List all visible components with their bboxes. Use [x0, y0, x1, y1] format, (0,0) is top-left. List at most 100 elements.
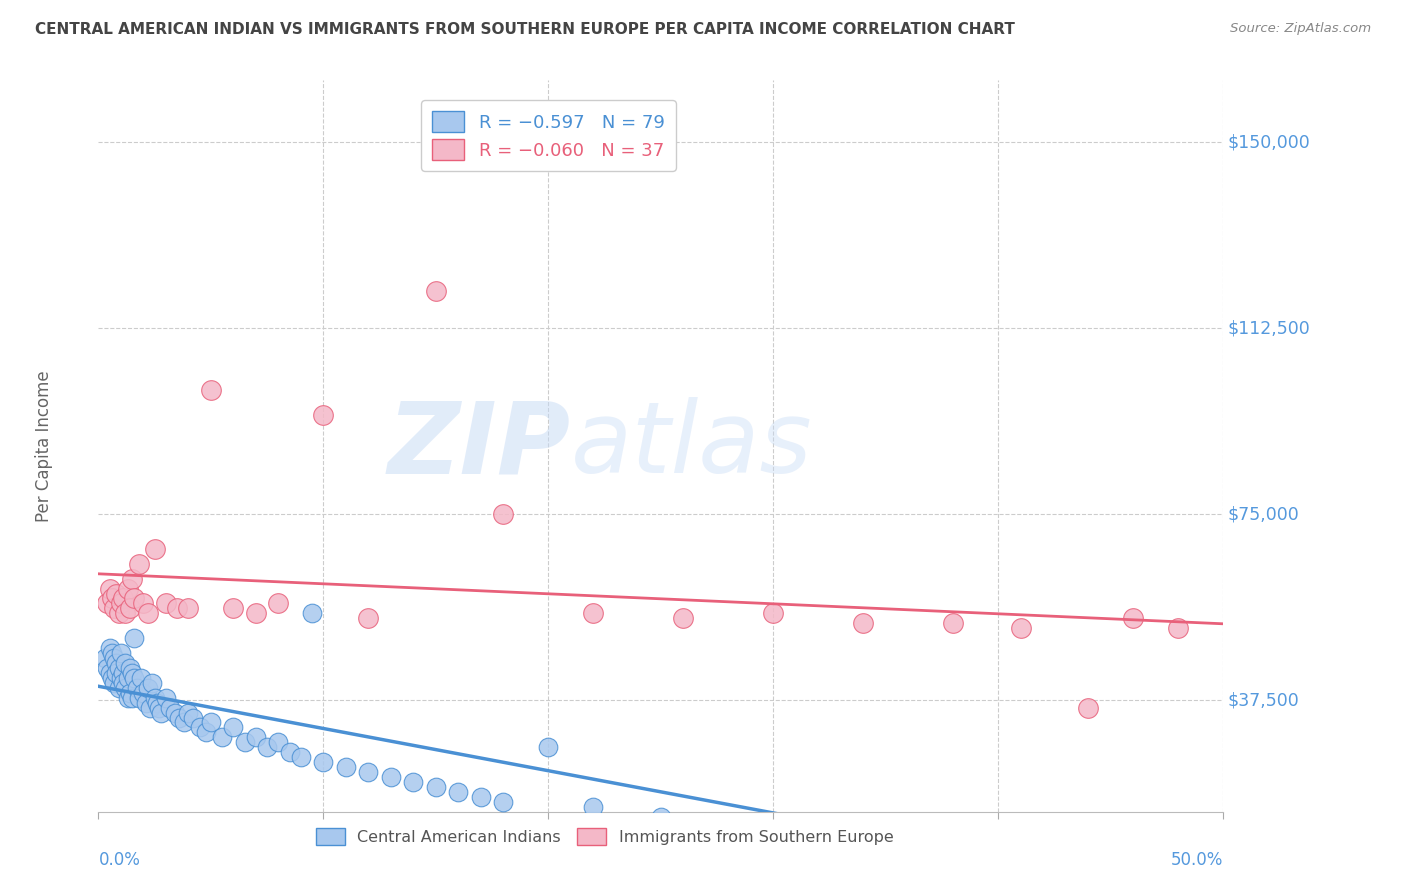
Point [582, 799, 605, 814]
Point [112, 665, 135, 680]
Text: $75,000: $75,000 [1227, 505, 1299, 524]
Point [1122, 842, 1144, 856]
Point [278, 745, 301, 759]
Point [470, 789, 492, 804]
Point [785, 824, 807, 838]
Point [447, 785, 470, 799]
Point [135, 696, 157, 710]
Point [852, 830, 875, 844]
Point [177, 601, 200, 615]
Point [107, 681, 129, 695]
Point [143, 541, 166, 556]
Point [143, 690, 166, 705]
Point [148, 700, 170, 714]
Point [105, 665, 128, 680]
Point [312, 408, 335, 422]
Point [1077, 700, 1099, 714]
Point [166, 601, 188, 615]
Point [132, 686, 155, 700]
Point [942, 616, 965, 631]
Point [105, 656, 128, 670]
Point [852, 616, 875, 631]
Point [717, 820, 740, 834]
Point [128, 557, 150, 571]
Point [267, 597, 290, 611]
Point [267, 735, 290, 749]
Point [146, 696, 169, 710]
Text: Source: ZipAtlas.com: Source: ZipAtlas.com [1230, 22, 1371, 36]
Point [101, 671, 124, 685]
Point [117, 690, 139, 705]
Point [672, 611, 695, 625]
Point [222, 601, 245, 615]
Point [492, 507, 515, 521]
Point [112, 591, 135, 606]
Point [1167, 621, 1189, 635]
Text: 0.0%: 0.0% [98, 851, 141, 870]
Point [1144, 844, 1167, 858]
Point [141, 675, 163, 690]
Point [129, 671, 152, 685]
Point [114, 681, 136, 695]
Point [107, 607, 129, 621]
Point [492, 795, 515, 809]
Point [169, 710, 191, 724]
Point [357, 611, 380, 625]
Point [124, 671, 146, 685]
Point [105, 586, 128, 600]
Point [110, 671, 132, 685]
Point [118, 601, 141, 615]
Point [762, 607, 785, 621]
Point [200, 383, 222, 397]
Point [650, 810, 672, 824]
Point [128, 690, 150, 705]
Point [98, 582, 121, 596]
Point [181, 710, 204, 724]
Point [163, 706, 186, 720]
Point [177, 706, 200, 720]
Point [312, 755, 335, 769]
Point [155, 597, 177, 611]
Point [110, 597, 132, 611]
Point [159, 700, 181, 714]
Point [107, 661, 129, 675]
Point [114, 656, 136, 670]
Point [117, 671, 139, 685]
Point [1077, 839, 1099, 854]
Point [118, 686, 141, 700]
Point [139, 700, 162, 714]
Point [121, 665, 143, 680]
Point [301, 607, 323, 621]
Point [103, 651, 125, 665]
Point [96, 661, 118, 675]
Point [425, 780, 447, 794]
Text: Per Capita Income: Per Capita Income [35, 370, 53, 522]
Point [121, 572, 143, 586]
Point [98, 665, 121, 680]
Point [188, 720, 211, 734]
Point [136, 607, 159, 621]
Point [150, 706, 173, 720]
Point [114, 607, 136, 621]
Point [118, 661, 141, 675]
Point [125, 681, 148, 695]
Point [1032, 837, 1054, 851]
Text: atlas: atlas [571, 398, 813, 494]
Point [357, 765, 380, 780]
Point [256, 740, 278, 755]
Point [222, 720, 245, 734]
Point [96, 597, 118, 611]
Point [132, 597, 155, 611]
Point [195, 725, 218, 739]
Point [103, 675, 125, 690]
Point [233, 735, 256, 749]
Point [103, 601, 125, 615]
Point [121, 690, 143, 705]
Point [101, 591, 124, 606]
Point [211, 731, 233, 745]
Point [101, 646, 124, 660]
Point [987, 834, 1010, 848]
Point [1010, 621, 1032, 635]
Point [1122, 611, 1144, 625]
Point [94, 651, 117, 665]
